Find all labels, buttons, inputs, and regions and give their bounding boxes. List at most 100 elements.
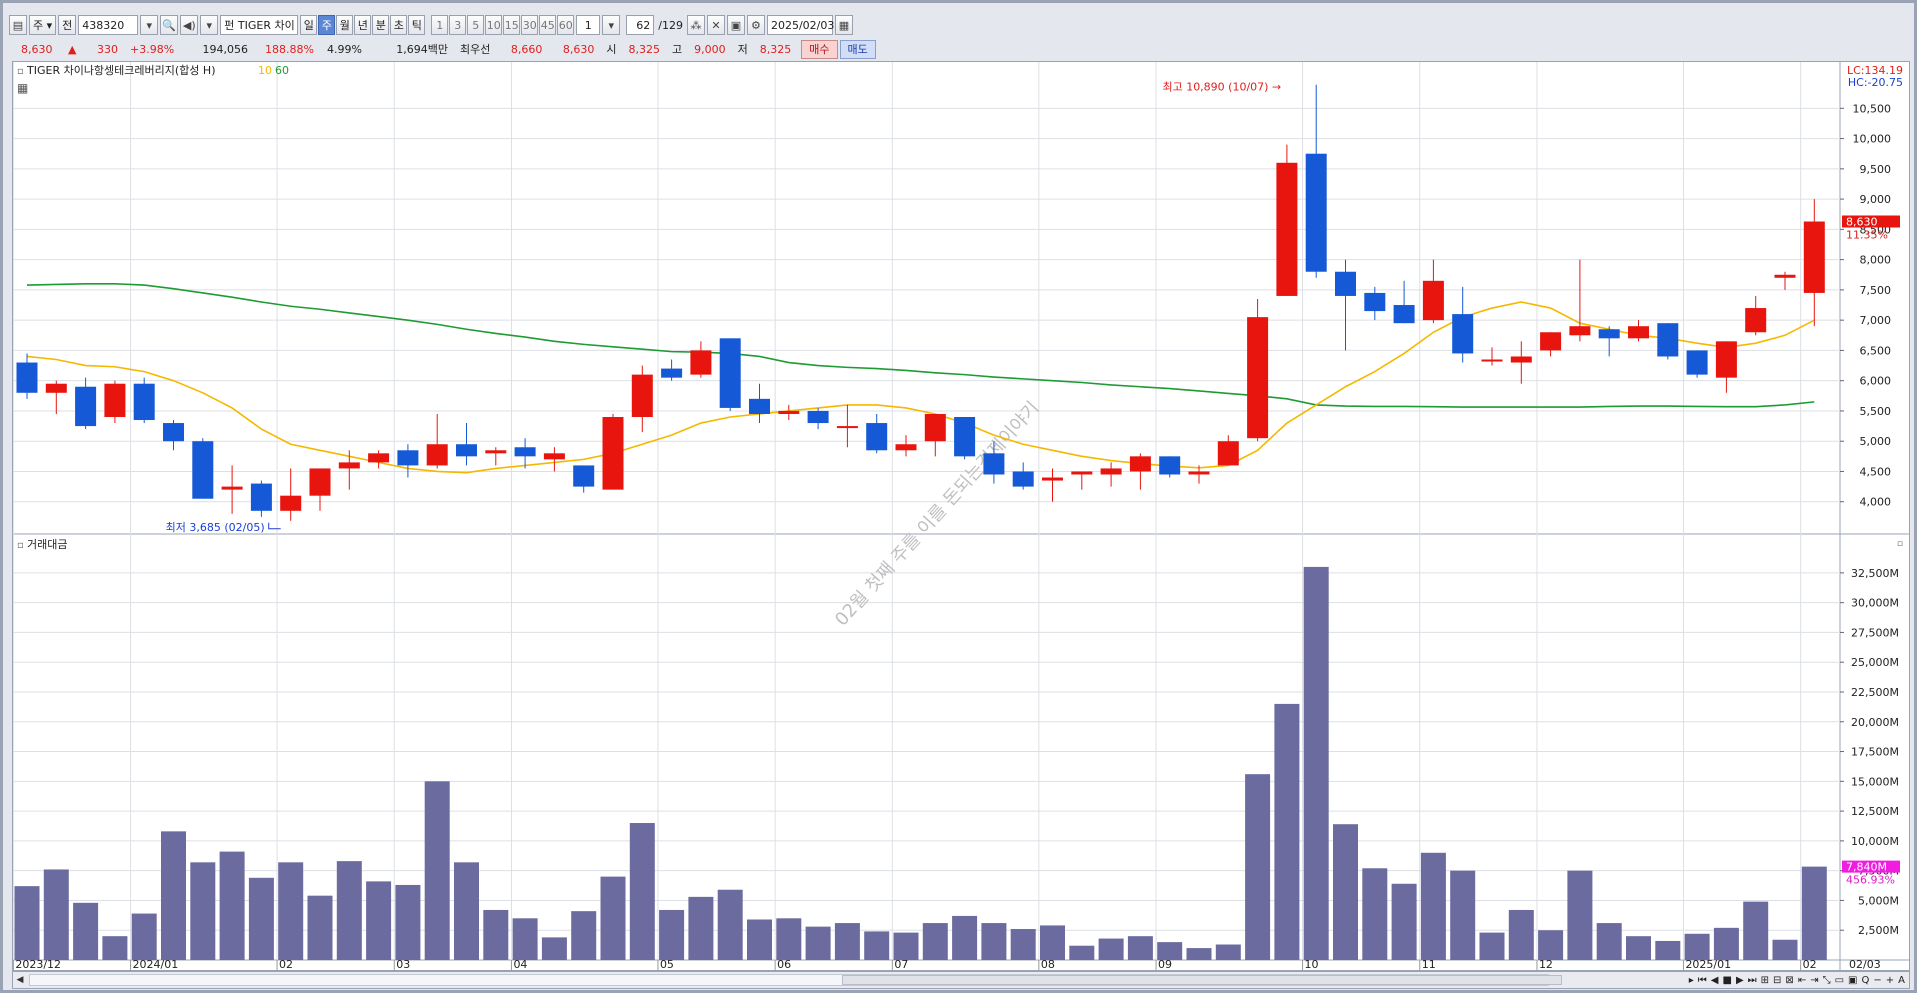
volume-bar xyxy=(1303,566,1329,960)
interval-button-1[interactable]: 1 xyxy=(431,15,449,35)
x-axis-label: 2025/01 xyxy=(1685,958,1731,970)
candle-body xyxy=(1510,356,1532,363)
candle-body xyxy=(514,447,536,457)
stock-name-field: 펀 TIGER 차이 xyxy=(220,15,299,35)
chart-tool-4[interactable]: ▶ xyxy=(1735,974,1744,986)
period-select-value: 주 xyxy=(33,19,44,32)
chart-svg[interactable]: 02월 첫째 주를 이를 돈되는경제이야기 4,000 4,500 5,000 5,5… xyxy=(13,62,1909,970)
etf-badge: 펀 xyxy=(224,19,235,32)
horizontal-scrollbar[interactable]: ◀ ▸ ⏮ ◀ ■ ▶ ⏭ ⊞ ⊟ ⊠ ⇤ ⇥ ⤡ ▭ ▣ Q − + A xyxy=(12,971,1910,989)
chart-tool-7[interactable]: ⊟ xyxy=(1773,974,1782,986)
volume-bar xyxy=(424,781,450,960)
chart-tool-3[interactable]: ■ xyxy=(1722,974,1732,986)
interval-dropdown-icon[interactable]: ▾ xyxy=(602,15,621,35)
sell-button[interactable]: 매도 xyxy=(839,39,876,59)
candle-body xyxy=(1012,471,1034,487)
candle-body xyxy=(1628,326,1649,339)
buy-button[interactable]: 매수 xyxy=(801,39,838,59)
pane-toggle-icon: ▫ xyxy=(17,66,24,77)
candle-body xyxy=(866,423,888,451)
period-select[interactable]: 주 ▾ xyxy=(29,15,57,35)
code-dropdown-icon[interactable]: ▾ xyxy=(140,15,159,35)
chart-tool-9[interactable]: ⇤ xyxy=(1797,974,1807,986)
candle-body xyxy=(807,410,829,424)
chart-tool-15[interactable]: − xyxy=(1873,974,1882,986)
interval-button-5[interactable]: 5 xyxy=(467,15,485,35)
window-icon[interactable]: ▤ xyxy=(9,15,27,35)
volume-bar xyxy=(747,919,772,960)
volume-bar xyxy=(1508,909,1534,960)
dropdown-icon[interactable]: ▾ xyxy=(200,15,219,35)
volume-bar xyxy=(1772,939,1798,960)
search-icon[interactable]: 🔍 xyxy=(160,15,179,35)
chart-tool-2[interactable]: ◀ xyxy=(1710,974,1719,986)
code-input[interactable]: 438320 xyxy=(78,15,139,35)
interval-button-30[interactable]: 30 xyxy=(521,15,539,35)
interval-button-15[interactable]: 15 xyxy=(503,15,521,35)
volume-bar xyxy=(1538,930,1564,960)
max-annotation: 최고 10,890 (10/07) → xyxy=(1162,81,1281,94)
timeframe-button-3[interactable]: 년 xyxy=(354,15,372,35)
save-icon[interactable]: ▣ xyxy=(726,15,745,35)
sound-icon[interactable]: ◀) xyxy=(180,15,199,35)
timeframe-button-5[interactable]: 초 xyxy=(390,15,408,35)
candle-body xyxy=(749,398,770,414)
volume-bar xyxy=(161,831,186,960)
volume-bar xyxy=(1596,923,1622,960)
x-axis-label: 02 xyxy=(1803,958,1817,970)
chart-tool-1[interactable]: ⏮ xyxy=(1697,974,1707,986)
chart-tool-13[interactable]: ▣ xyxy=(1848,974,1858,986)
high-value: 9,000 xyxy=(694,42,726,56)
volume-bar xyxy=(1655,940,1681,960)
x-axis-label: 12 xyxy=(1539,958,1553,970)
volume-bar xyxy=(1010,929,1036,960)
gear-icon[interactable]: ⚙ xyxy=(746,15,765,35)
timeframe-button-1[interactable]: 주 xyxy=(318,15,336,35)
date-input[interactable]: 2025/02/03 xyxy=(766,15,834,35)
timeframe-button-2[interactable]: 월 xyxy=(336,15,354,35)
mode-button[interactable]: 전 xyxy=(58,15,77,35)
volume-bar xyxy=(1186,948,1212,960)
timeframe-button-6[interactable]: 틱 xyxy=(408,15,426,35)
chart-tool-10[interactable]: ⇥ xyxy=(1810,974,1819,986)
interval-button-3[interactable]: 3 xyxy=(449,15,467,35)
count-input[interactable]: 62 xyxy=(626,15,655,35)
scroll-left-icon[interactable]: ◀ xyxy=(16,975,24,985)
chart-tool-0[interactable]: ▸ xyxy=(1688,974,1694,986)
chart-area[interactable]: 02월 첫째 주를 이를 돈되는경제이야기 4,000 4,500 5,000 5,5… xyxy=(12,61,1910,971)
quote-amount: 1,694백만 xyxy=(396,43,448,56)
high-label: 고 xyxy=(672,43,683,56)
candle-body xyxy=(1335,271,1356,296)
chart-tool-14[interactable]: Q xyxy=(1861,974,1870,986)
volume-bar xyxy=(893,932,919,960)
min-annotation: 최저 3,685 (02/05) xyxy=(166,521,265,534)
volume-bar xyxy=(1391,883,1417,960)
interval-button-10[interactable]: 10 xyxy=(485,15,503,35)
link-icon[interactable]: ⁂ xyxy=(686,15,705,35)
chart-tool-11[interactable]: ⤡ xyxy=(1822,974,1831,986)
chart-tool-12[interactable]: ▭ xyxy=(1834,974,1845,986)
chart-tool-16[interactable]: + xyxy=(1885,974,1895,986)
scroll-track[interactable] xyxy=(29,974,1562,986)
crosshair-icon[interactable]: ✕ xyxy=(706,15,725,35)
price-tick-label: 4,500 xyxy=(1860,465,1892,478)
timeframe-button-0[interactable]: 일 xyxy=(300,15,318,35)
interval-button-45[interactable]: 45 xyxy=(539,15,557,35)
volume-bar xyxy=(629,823,655,960)
chart-tool-8[interactable]: ⊠ xyxy=(1785,974,1794,986)
scroll-thumb[interactable] xyxy=(842,975,1562,985)
chart-tool-5[interactable]: ⏭ xyxy=(1747,974,1757,986)
volume-bar xyxy=(1127,936,1153,960)
interval-input[interactable]: 1 xyxy=(576,15,601,35)
volume-bar xyxy=(1215,944,1241,960)
interval-button-60[interactable]: 60 xyxy=(557,15,575,35)
chart-tool-17[interactable]: A xyxy=(1898,974,1905,986)
candle-body xyxy=(602,417,624,490)
best-bid-label: 최우선 xyxy=(460,43,491,56)
candles-group xyxy=(16,84,1825,521)
calendar-icon[interactable]: ▦ xyxy=(834,15,853,35)
price-tick-label: 7,500 xyxy=(1860,284,1892,297)
timeframe-button-4[interactable]: 분 xyxy=(372,15,390,35)
chart-tool-6[interactable]: ⊞ xyxy=(1760,974,1770,986)
candle-body xyxy=(1657,323,1679,357)
